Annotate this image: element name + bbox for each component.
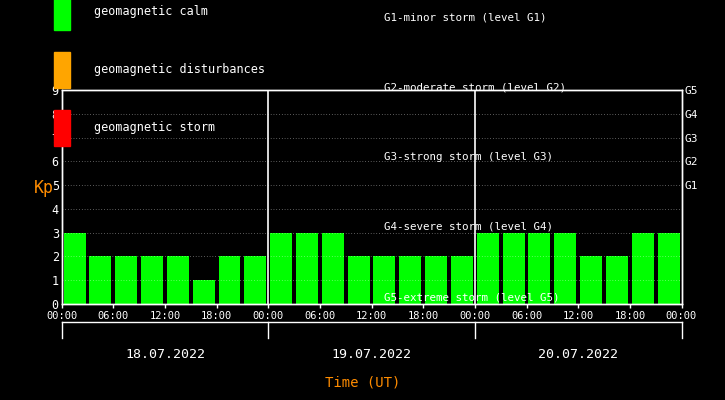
Bar (322, 233, 344, 304)
Text: 18.07.2022: 18.07.2022 (125, 348, 205, 360)
Bar (89, 256, 112, 304)
Text: G5-extreme storm (level G5): G5-extreme storm (level G5) (384, 292, 560, 302)
Bar (580, 256, 602, 304)
Bar (270, 233, 292, 304)
Bar (348, 256, 370, 304)
Text: G4-severe storm (level G4): G4-severe storm (level G4) (384, 222, 553, 232)
Text: 19.07.2022: 19.07.2022 (331, 348, 412, 360)
Bar (167, 256, 188, 304)
Bar (193, 280, 215, 304)
Bar (529, 233, 550, 304)
Bar (555, 233, 576, 304)
Text: geomagnetic calm: geomagnetic calm (94, 6, 207, 18)
Bar (64, 233, 86, 304)
Bar (451, 256, 473, 304)
Bar (115, 256, 137, 304)
Text: geomagnetic disturbances: geomagnetic disturbances (94, 64, 265, 76)
Bar (296, 233, 318, 304)
Text: Time (UT): Time (UT) (325, 376, 400, 390)
Bar (606, 256, 628, 304)
Text: G3-strong storm (level G3): G3-strong storm (level G3) (384, 152, 553, 162)
Bar (218, 256, 241, 304)
Bar (399, 256, 421, 304)
Bar (373, 256, 395, 304)
Text: 20.07.2022: 20.07.2022 (538, 348, 618, 360)
Y-axis label: Kp: Kp (33, 179, 54, 197)
Bar (658, 233, 679, 304)
Bar (244, 256, 266, 304)
Bar (477, 233, 499, 304)
Bar (425, 256, 447, 304)
Bar (631, 233, 654, 304)
Text: G1-minor storm (level G1): G1-minor storm (level G1) (384, 12, 547, 22)
Text: geomagnetic storm: geomagnetic storm (94, 122, 215, 134)
Bar (502, 233, 525, 304)
Text: G2-moderate storm (level G2): G2-moderate storm (level G2) (384, 82, 566, 92)
Bar (141, 256, 163, 304)
